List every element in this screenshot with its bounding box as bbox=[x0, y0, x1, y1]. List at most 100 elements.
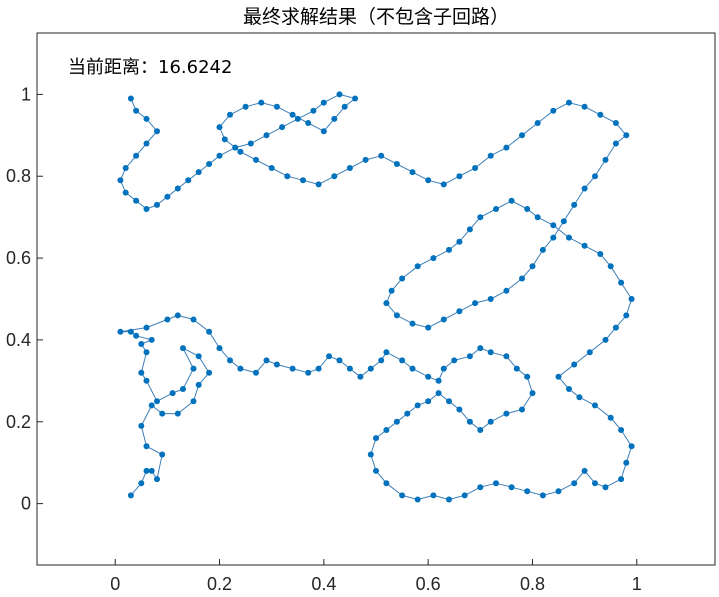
city-point bbox=[127, 95, 134, 102]
city-point bbox=[555, 373, 562, 380]
city-point bbox=[560, 218, 567, 225]
city-point bbox=[305, 369, 312, 376]
city-point bbox=[206, 369, 213, 376]
city-point bbox=[566, 234, 572, 241]
city-point bbox=[393, 418, 400, 425]
city-point bbox=[440, 181, 447, 188]
city-point bbox=[227, 111, 233, 118]
city-point bbox=[362, 156, 369, 163]
city-point bbox=[216, 345, 223, 352]
city-point bbox=[320, 128, 327, 135]
city-point bbox=[148, 467, 155, 474]
city-point bbox=[581, 467, 588, 474]
city-point bbox=[273, 361, 280, 368]
city-point bbox=[133, 107, 140, 114]
city-point bbox=[628, 296, 635, 302]
y-tick-label: 0.8 bbox=[6, 166, 31, 186]
city-point bbox=[315, 365, 322, 372]
city-point bbox=[566, 386, 572, 392]
city-point bbox=[623, 312, 630, 319]
city-point bbox=[555, 488, 562, 495]
city-point bbox=[529, 390, 536, 397]
city-point bbox=[461, 492, 468, 499]
city-point bbox=[529, 263, 536, 270]
city-point bbox=[133, 197, 140, 204]
city-point bbox=[503, 287, 510, 294]
city-point bbox=[159, 451, 166, 458]
city-point bbox=[143, 467, 150, 474]
city-point bbox=[310, 107, 317, 114]
city-point bbox=[399, 492, 406, 499]
city-point bbox=[539, 246, 546, 253]
city-point bbox=[581, 185, 588, 192]
city-point bbox=[206, 328, 213, 335]
city-point bbox=[393, 312, 400, 319]
city-point bbox=[539, 492, 546, 499]
city-point bbox=[247, 140, 254, 147]
city-point bbox=[435, 390, 442, 397]
city-point bbox=[143, 349, 150, 356]
city-point bbox=[623, 459, 630, 466]
city-point bbox=[154, 476, 160, 483]
city-point bbox=[524, 206, 531, 212]
city-point bbox=[122, 189, 129, 196]
city-point bbox=[294, 115, 301, 122]
city-point bbox=[378, 152, 385, 159]
city-point bbox=[216, 152, 223, 159]
city-point bbox=[154, 201, 160, 208]
city-point bbox=[592, 402, 598, 409]
city-point bbox=[571, 361, 578, 368]
city-point bbox=[425, 177, 432, 184]
city-point bbox=[216, 124, 223, 131]
city-point bbox=[409, 169, 416, 176]
city-point bbox=[289, 365, 296, 372]
city-point bbox=[133, 332, 140, 339]
city-point bbox=[404, 410, 411, 417]
city-point bbox=[143, 443, 150, 450]
city-point bbox=[373, 467, 379, 474]
city-point bbox=[576, 394, 583, 401]
x-tick-label: 0.4 bbox=[311, 574, 336, 594]
city-point bbox=[409, 365, 416, 372]
x-axis-ticks: 0 0.2 0.4 0.6 0.8 1 bbox=[110, 559, 642, 594]
city-point bbox=[602, 484, 609, 491]
city-point bbox=[263, 357, 270, 364]
city-point bbox=[127, 492, 134, 499]
city-point bbox=[524, 373, 531, 380]
city-point bbox=[409, 320, 416, 327]
city-point bbox=[148, 402, 155, 409]
city-point bbox=[154, 128, 160, 135]
city-point bbox=[367, 365, 374, 372]
city-point bbox=[425, 373, 432, 380]
city-point bbox=[185, 177, 192, 184]
city-point bbox=[430, 255, 437, 262]
city-point bbox=[399, 275, 406, 282]
city-point bbox=[472, 165, 479, 171]
city-point bbox=[612, 120, 619, 126]
city-point bbox=[289, 111, 296, 118]
city-point bbox=[508, 197, 515, 204]
city-point bbox=[477, 484, 484, 491]
city-point bbox=[190, 398, 197, 405]
city-point bbox=[331, 173, 338, 180]
city-point bbox=[320, 99, 327, 106]
city-point bbox=[503, 410, 510, 417]
city-point bbox=[513, 365, 520, 372]
city-point bbox=[414, 263, 421, 270]
city-point bbox=[393, 161, 400, 167]
city-point bbox=[456, 173, 463, 180]
city-point bbox=[138, 422, 145, 429]
city-point bbox=[253, 369, 259, 376]
x-tick-label: 0.6 bbox=[416, 574, 441, 594]
city-point bbox=[493, 480, 499, 487]
city-point bbox=[519, 132, 525, 139]
city-point bbox=[383, 349, 390, 356]
city-point bbox=[399, 357, 406, 364]
city-point bbox=[623, 132, 630, 139]
city-point bbox=[519, 275, 525, 282]
city-point bbox=[143, 140, 150, 147]
city-point bbox=[571, 201, 578, 208]
city-point bbox=[388, 287, 395, 294]
city-point bbox=[331, 115, 338, 122]
